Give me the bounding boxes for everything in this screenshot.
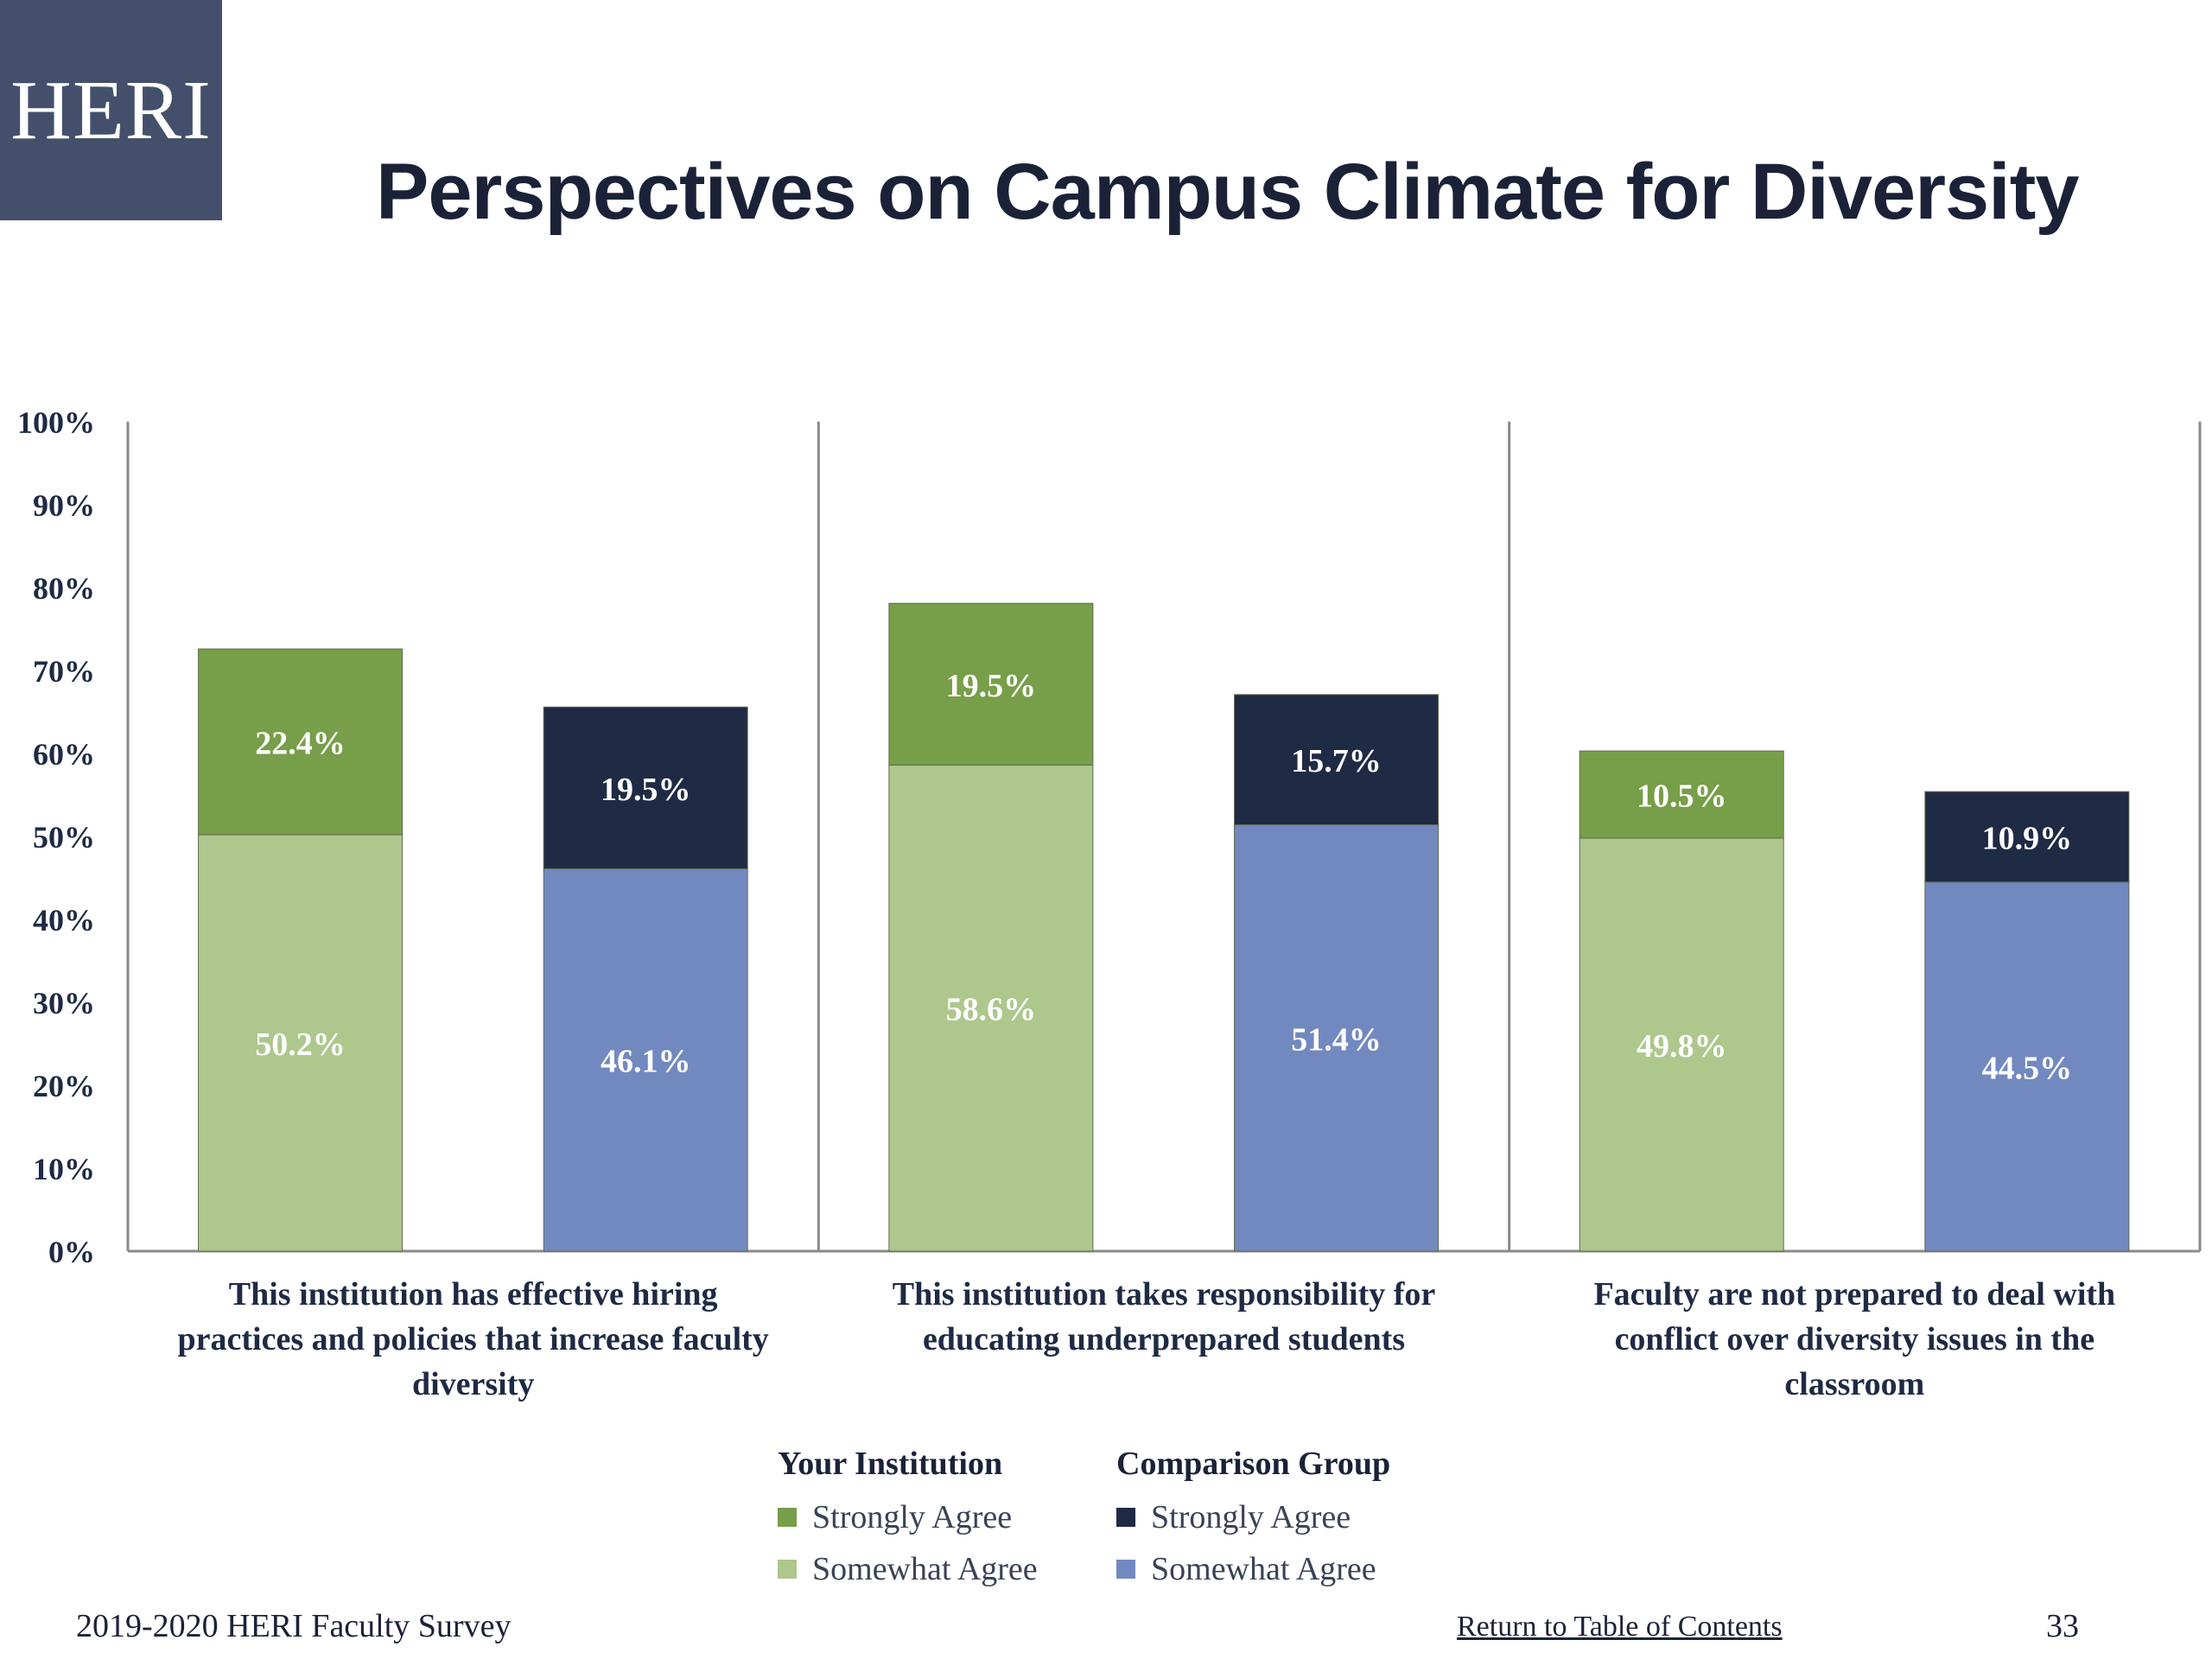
data-label: 46.1% (601, 1044, 691, 1080)
category-label: practices and policies that increase fac… (178, 1321, 769, 1357)
data-label: 51.4% (1291, 1021, 1382, 1058)
heri-logo: HERI (0, 0, 222, 220)
y-tick-label: 70% (33, 654, 95, 689)
y-tick-label: 40% (33, 903, 95, 938)
bar-segment (543, 706, 748, 869)
data-label: 15.7% (1291, 743, 1382, 779)
legend-swatch-somewhat-agree (778, 1560, 797, 1579)
category-label: Faculty are not prepared to deal with (1593, 1276, 2115, 1313)
legend-item: Somewhat Agree (778, 1543, 1038, 1595)
bar-segment (1579, 837, 1784, 1252)
bar-segment (888, 602, 1094, 766)
data-label: 10.9% (1982, 820, 2073, 856)
legend-swatch-strongly-agree (778, 1508, 797, 1527)
bar-segment (1924, 881, 2130, 1252)
page-title: Perspectives on Campus Climate for Diver… (376, 148, 2080, 236)
y-tick-label: 10% (33, 1152, 95, 1186)
bar-segment (198, 648, 404, 836)
legend-item: Strongly Agree (778, 1491, 1038, 1543)
page-number: 33 (2046, 1608, 2079, 1644)
bar-segment (543, 868, 748, 1252)
data-label: 58.6% (946, 992, 1037, 1028)
legend-label: Strongly Agree (812, 1499, 1013, 1535)
data-label: 19.5% (601, 772, 691, 808)
bar-segment (1579, 750, 1784, 839)
legend-item: Strongly Agree (1116, 1491, 1390, 1543)
category-label: conflict over diversity issues in the (1615, 1321, 2095, 1357)
bar-segment (1924, 791, 2130, 883)
y-tick-label: 80% (33, 571, 95, 606)
y-tick-label: 50% (33, 820, 95, 855)
y-tick-label: 100% (17, 405, 95, 440)
legend-label: Strongly Agree (1151, 1499, 1351, 1535)
bar-segment (1234, 824, 1440, 1252)
bar-segment (888, 764, 1094, 1252)
legend-comparison-group: Comparison Group Strongly Agree Somewhat… (1116, 1445, 1390, 1595)
y-tick-label: 30% (33, 986, 95, 1020)
category-label: diversity (412, 1366, 534, 1402)
legend-label: Somewhat Agree (1151, 1551, 1376, 1587)
y-tick-label: 60% (33, 737, 95, 772)
legend-group-title: Your Institution (778, 1446, 1003, 1482)
data-label: 49.8% (1637, 1028, 1727, 1065)
category-label: educating underprepared students (923, 1321, 1405, 1357)
data-label: 50.2% (255, 1027, 346, 1063)
legend-label: Somewhat Agree (812, 1551, 1038, 1587)
y-tick-label: 0% (48, 1235, 95, 1269)
legend-item: Somewhat Agree (1116, 1543, 1390, 1595)
legend-your-institution: Your Institution Strongly Agree Somewhat… (778, 1445, 1038, 1595)
y-tick-label: 90% (33, 488, 95, 523)
bar-segment (198, 834, 404, 1252)
data-label: 10.5% (1637, 779, 1727, 815)
y-tick-label: 20% (33, 1069, 95, 1103)
category-label: This institution takes responsibility fo… (893, 1276, 1436, 1313)
bar-segment (1234, 694, 1440, 826)
legend-swatch-strongly-agree (1116, 1508, 1135, 1527)
data-label: 19.5% (946, 668, 1037, 704)
logo-text: HERI (10, 63, 212, 157)
legend-group-title: Comparison Group (1116, 1446, 1391, 1482)
category-label: classroom (1784, 1366, 1924, 1402)
category-label: This institution has effective hiring (229, 1276, 718, 1313)
survey-source: 2019-2020 HERI Faculty Survey (76, 1608, 512, 1644)
data-label: 44.5% (1982, 1050, 2073, 1086)
legend-swatch-somewhat-agree (1116, 1560, 1135, 1579)
data-label: 22.4% (255, 726, 346, 762)
stacked-bar-chart: 0% 10% 20% 30% 40% 50% 60% 70% 80% 90% 100% 50.2% 22… (17, 405, 2202, 1402)
return-to-toc-link[interactable]: Return to Table of Contents (1457, 1611, 1783, 1643)
